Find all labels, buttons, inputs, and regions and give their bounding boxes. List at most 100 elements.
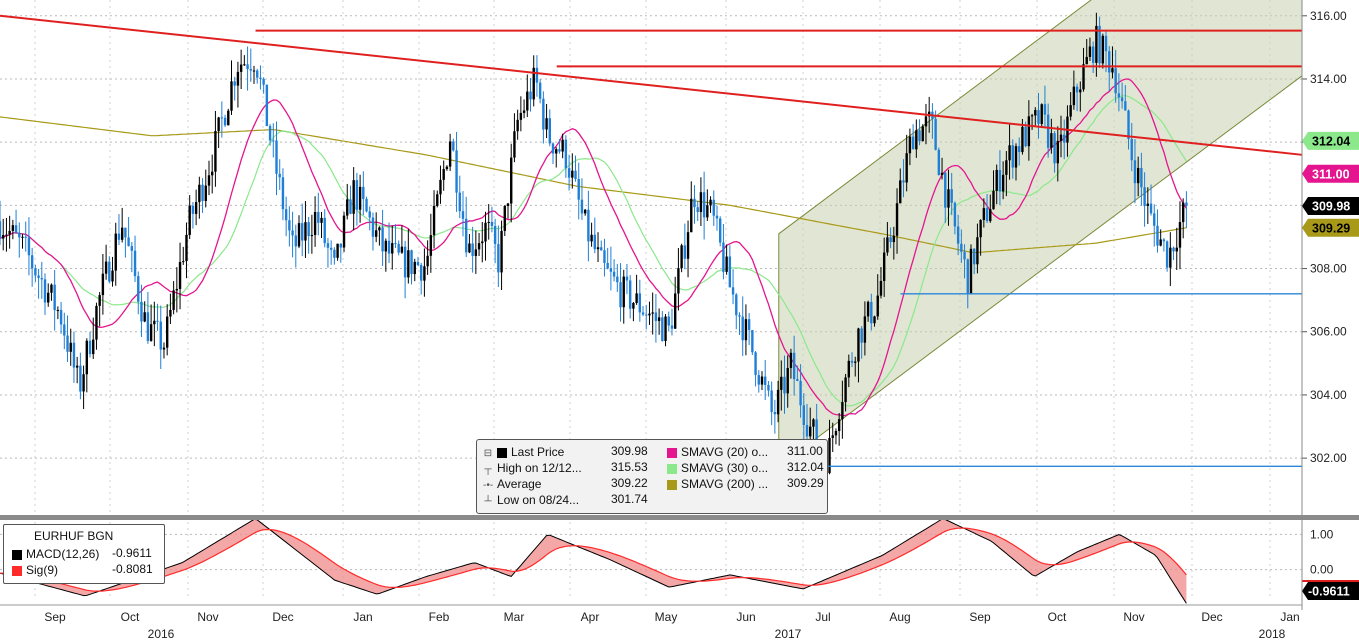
x-month-label: Mar xyxy=(504,610,525,624)
candle-body xyxy=(616,276,619,283)
macd-line xyxy=(0,518,1187,604)
candle-body xyxy=(403,246,407,278)
candle-body xyxy=(230,81,233,111)
candle-body xyxy=(667,316,670,326)
candle-body xyxy=(490,222,494,226)
candle-body xyxy=(992,190,995,210)
candle-body xyxy=(776,389,780,415)
legend-row-high: ┬ High on 12/12... xyxy=(483,460,581,476)
candle-body xyxy=(764,376,767,385)
legend-label: Last Price xyxy=(511,445,565,459)
candle-body xyxy=(651,312,654,314)
candle-body xyxy=(162,347,166,350)
candle-body xyxy=(1021,126,1024,153)
candle-body xyxy=(751,330,754,353)
candle-body xyxy=(185,234,188,262)
candle-body xyxy=(735,294,738,316)
candle-body xyxy=(111,270,114,282)
sma200-line xyxy=(0,116,1187,254)
candle-body xyxy=(259,77,262,79)
candle-body xyxy=(828,437,831,474)
candle-body xyxy=(567,168,571,178)
candle-body xyxy=(1091,46,1095,63)
legend-row-signal: Sig(9) xyxy=(12,562,58,578)
candle-body xyxy=(767,384,770,391)
candle-body xyxy=(391,243,394,254)
candle-body xyxy=(522,110,526,113)
candle-body xyxy=(288,220,291,231)
candle-body xyxy=(18,232,21,238)
candle-body xyxy=(625,276,629,281)
y-tick-label: 308.00 xyxy=(1310,262,1347,276)
candle-body xyxy=(182,261,185,263)
candle-body xyxy=(709,199,712,206)
candle-body xyxy=(1111,68,1114,73)
candle-body xyxy=(1037,110,1040,124)
candle-body xyxy=(272,140,275,142)
candle-body xyxy=(812,419,815,427)
candle-body xyxy=(207,175,211,186)
macd-legend[interactable]: EURHUF BGN MACD(12,26) -0.9611 Sig(9) -0… xyxy=(3,524,165,584)
legend-row-low: ┴ Low on 08/24... xyxy=(483,492,579,508)
candle-body xyxy=(590,234,593,242)
candle-body xyxy=(937,149,941,175)
legend-label: SMAVG (30) o... xyxy=(681,461,769,475)
candle-body xyxy=(1162,239,1166,242)
candle-body xyxy=(677,268,680,294)
candle-body xyxy=(873,316,876,324)
candle-body xyxy=(934,118,937,150)
candle-body xyxy=(1075,86,1079,93)
candle-body xyxy=(657,317,661,321)
candle-body xyxy=(69,342,72,352)
panel-divider xyxy=(0,515,1359,520)
candle-body xyxy=(600,247,603,251)
candle-body xyxy=(1030,115,1034,117)
candle-body xyxy=(278,173,281,178)
candle-body xyxy=(583,209,587,214)
sma20-line xyxy=(0,78,1187,417)
legend-swatch xyxy=(12,565,22,576)
macd-legend-title: EURHUF BGN xyxy=(34,529,114,543)
candle-body xyxy=(802,405,805,426)
candle-body xyxy=(34,268,37,276)
candle-body xyxy=(593,234,597,250)
price-legend[interactable]: ⊟ Last Price 309.98 ┬ High on 12/12... 315… xyxy=(476,439,828,514)
candle-body xyxy=(661,317,664,342)
candle-body xyxy=(535,67,539,83)
x-month-label: Aug xyxy=(889,610,910,624)
candle-body xyxy=(1024,126,1027,147)
candle-body xyxy=(239,64,243,72)
candle-body xyxy=(744,319,748,341)
candle-body xyxy=(1008,145,1011,161)
candle-body xyxy=(1011,145,1014,168)
legend-row-last-price: ⊟ Last Price xyxy=(483,444,565,460)
candle-body xyxy=(143,312,146,322)
candle-body xyxy=(1098,25,1101,64)
candle-body xyxy=(564,139,568,169)
candle-body xyxy=(329,247,333,250)
candle-body xyxy=(439,179,442,195)
candle-body xyxy=(815,419,818,445)
candle-body xyxy=(712,199,715,216)
candle-body xyxy=(731,287,735,295)
candle-body xyxy=(947,189,950,208)
price-tag-label: 309.98 xyxy=(1312,200,1350,214)
candle-body xyxy=(561,139,564,152)
candle-body xyxy=(1018,146,1021,153)
candle-body xyxy=(969,248,973,294)
legend-value: 301.74 xyxy=(611,492,648,506)
candle-body xyxy=(400,246,404,253)
candle-body xyxy=(558,149,561,152)
candle-body xyxy=(924,116,928,127)
candle-body xyxy=(503,205,506,231)
candle-body xyxy=(879,280,883,296)
x-year-label: 2017 xyxy=(775,627,802,641)
x-month-label: Jul xyxy=(815,610,830,624)
candle-body xyxy=(43,279,47,303)
candle-body xyxy=(664,316,667,342)
candle-body xyxy=(108,261,111,282)
price-tag-label: 309.29 xyxy=(1312,221,1350,235)
candle-body xyxy=(863,316,867,343)
candle-body xyxy=(448,141,452,167)
candle-body xyxy=(336,243,339,258)
